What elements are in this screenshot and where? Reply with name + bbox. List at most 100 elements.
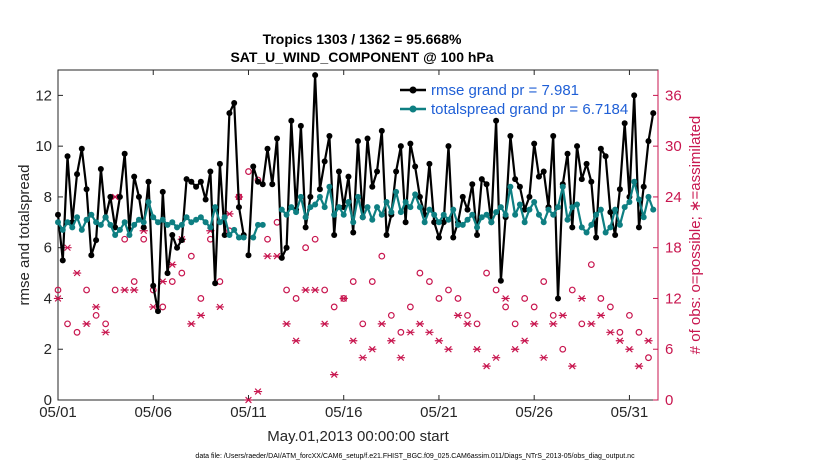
series-point-rmse xyxy=(178,237,185,244)
series-point-rmse xyxy=(74,171,81,178)
asterisk-stroke xyxy=(292,337,300,344)
series-point-rmse xyxy=(459,193,466,200)
obs-assimilated-marker xyxy=(501,295,510,302)
series-point-rmse xyxy=(93,237,100,244)
asterisk-stroke xyxy=(188,320,195,328)
series-point-rmse xyxy=(474,232,481,238)
series-point-rmse xyxy=(521,206,528,213)
series-point-rmse xyxy=(226,110,233,117)
series-point-rmse xyxy=(216,160,223,167)
series-point-totalspread xyxy=(302,214,309,221)
series-point-totalspread xyxy=(602,229,609,236)
series-point-rmse xyxy=(83,186,90,193)
series-point-totalspread xyxy=(607,224,614,231)
series-point-rmse xyxy=(264,145,271,152)
asterisk-stroke xyxy=(435,337,443,344)
series-point-rmse xyxy=(597,145,604,152)
series-point-rmse xyxy=(355,138,361,145)
series-point-totalspread xyxy=(455,221,461,228)
series-point-rmse xyxy=(140,224,147,231)
series-point-rmse xyxy=(593,234,600,241)
series-point-rmse xyxy=(526,193,533,200)
series-point-totalspread xyxy=(650,206,657,213)
obs-assimilated-marker xyxy=(644,337,653,344)
series-point-rmse xyxy=(197,178,204,185)
obs-assimilated-marker xyxy=(396,354,406,361)
asterisk-stroke xyxy=(331,371,338,378)
series-point-rmse xyxy=(478,176,485,183)
asterisk-stroke xyxy=(169,261,176,268)
asterisk-stroke xyxy=(302,286,309,294)
obs-possible-marker xyxy=(464,311,471,319)
series-point-totalspread xyxy=(388,209,395,216)
series-point-totalspread xyxy=(383,199,390,205)
series-point-totalspread xyxy=(93,219,100,226)
series-point-totalspread xyxy=(412,191,419,198)
series-point-rmse xyxy=(164,270,171,277)
asterisk-stroke xyxy=(616,337,624,344)
obs-assimilated-marker xyxy=(129,286,139,294)
series-point-totalspread xyxy=(459,221,466,228)
series-point-totalspread xyxy=(583,229,590,236)
series-point-totalspread xyxy=(631,178,638,185)
series-point-totalspread xyxy=(374,204,381,211)
series-point-rmse xyxy=(135,193,142,200)
series-point-rmse xyxy=(407,140,414,147)
series-point-totalspread xyxy=(478,214,485,221)
asterisk-stroke xyxy=(245,396,252,404)
obs-possible-marker xyxy=(511,320,519,328)
series-point-totalspread xyxy=(197,214,204,221)
series-point-totalspread xyxy=(407,204,414,211)
series-point-totalspread xyxy=(369,216,376,223)
asterisk-stroke xyxy=(311,286,319,294)
asterisk-stroke xyxy=(264,252,271,260)
series-point-totalspread xyxy=(74,214,81,221)
obs-assimilated-marker xyxy=(149,303,158,311)
obs-assimilated-marker xyxy=(215,303,225,311)
obs-possible-marker xyxy=(645,354,652,362)
series-point-rmse xyxy=(574,143,581,150)
series-point-totalspread xyxy=(155,219,161,226)
series-point-totalspread xyxy=(521,219,528,226)
series-point-totalspread xyxy=(621,204,628,211)
series-point-rmse xyxy=(274,135,281,142)
obs-possible-marker xyxy=(521,295,529,302)
obs-assimilated-marker xyxy=(529,320,539,328)
obs-possible-marker xyxy=(121,235,129,243)
series-point-rmse xyxy=(159,188,166,195)
asterisk-stroke xyxy=(426,329,433,336)
series-point-rmse xyxy=(155,308,161,315)
y-right-tick-label: 18 xyxy=(665,240,682,257)
asterisk-stroke xyxy=(83,320,90,328)
obs-possible-marker xyxy=(54,286,62,294)
series-point-totalspread xyxy=(393,188,400,195)
obs-assimilated-marker xyxy=(72,269,82,277)
series-point-rmse xyxy=(493,117,500,124)
obs-assimilated-marker xyxy=(463,320,472,328)
series-point-rmse xyxy=(207,168,214,175)
series-point-rmse xyxy=(283,244,290,251)
obs-assimilated-marker xyxy=(263,252,272,260)
series-point-totalspread xyxy=(326,183,333,190)
obs-assimilated-marker xyxy=(634,362,644,370)
series-point-rmse xyxy=(383,232,390,238)
y-left-tick-label: 2 xyxy=(44,341,52,358)
obs-assimilated-marker xyxy=(482,362,491,370)
series-totalspread xyxy=(55,178,657,241)
obs-possible-marker xyxy=(606,303,614,311)
series-point-totalspread xyxy=(293,209,300,216)
obs-assimilated-marker xyxy=(587,320,596,328)
series-point-rmse xyxy=(78,145,85,152)
series-point-totalspread xyxy=(507,183,514,190)
asterisk-stroke xyxy=(359,354,366,361)
obs-assimilated-marker xyxy=(510,346,520,353)
series-point-totalspread xyxy=(564,216,571,223)
series-point-rmse xyxy=(374,168,381,175)
series-point-rmse xyxy=(107,193,114,200)
series-point-rmse xyxy=(621,120,628,127)
y-right-tick-label: 6 xyxy=(665,341,673,358)
obs-possible-marker xyxy=(92,311,100,319)
asterisk-stroke xyxy=(559,312,566,319)
series-point-totalspread xyxy=(83,216,90,223)
series-point-totalspread xyxy=(616,221,623,228)
